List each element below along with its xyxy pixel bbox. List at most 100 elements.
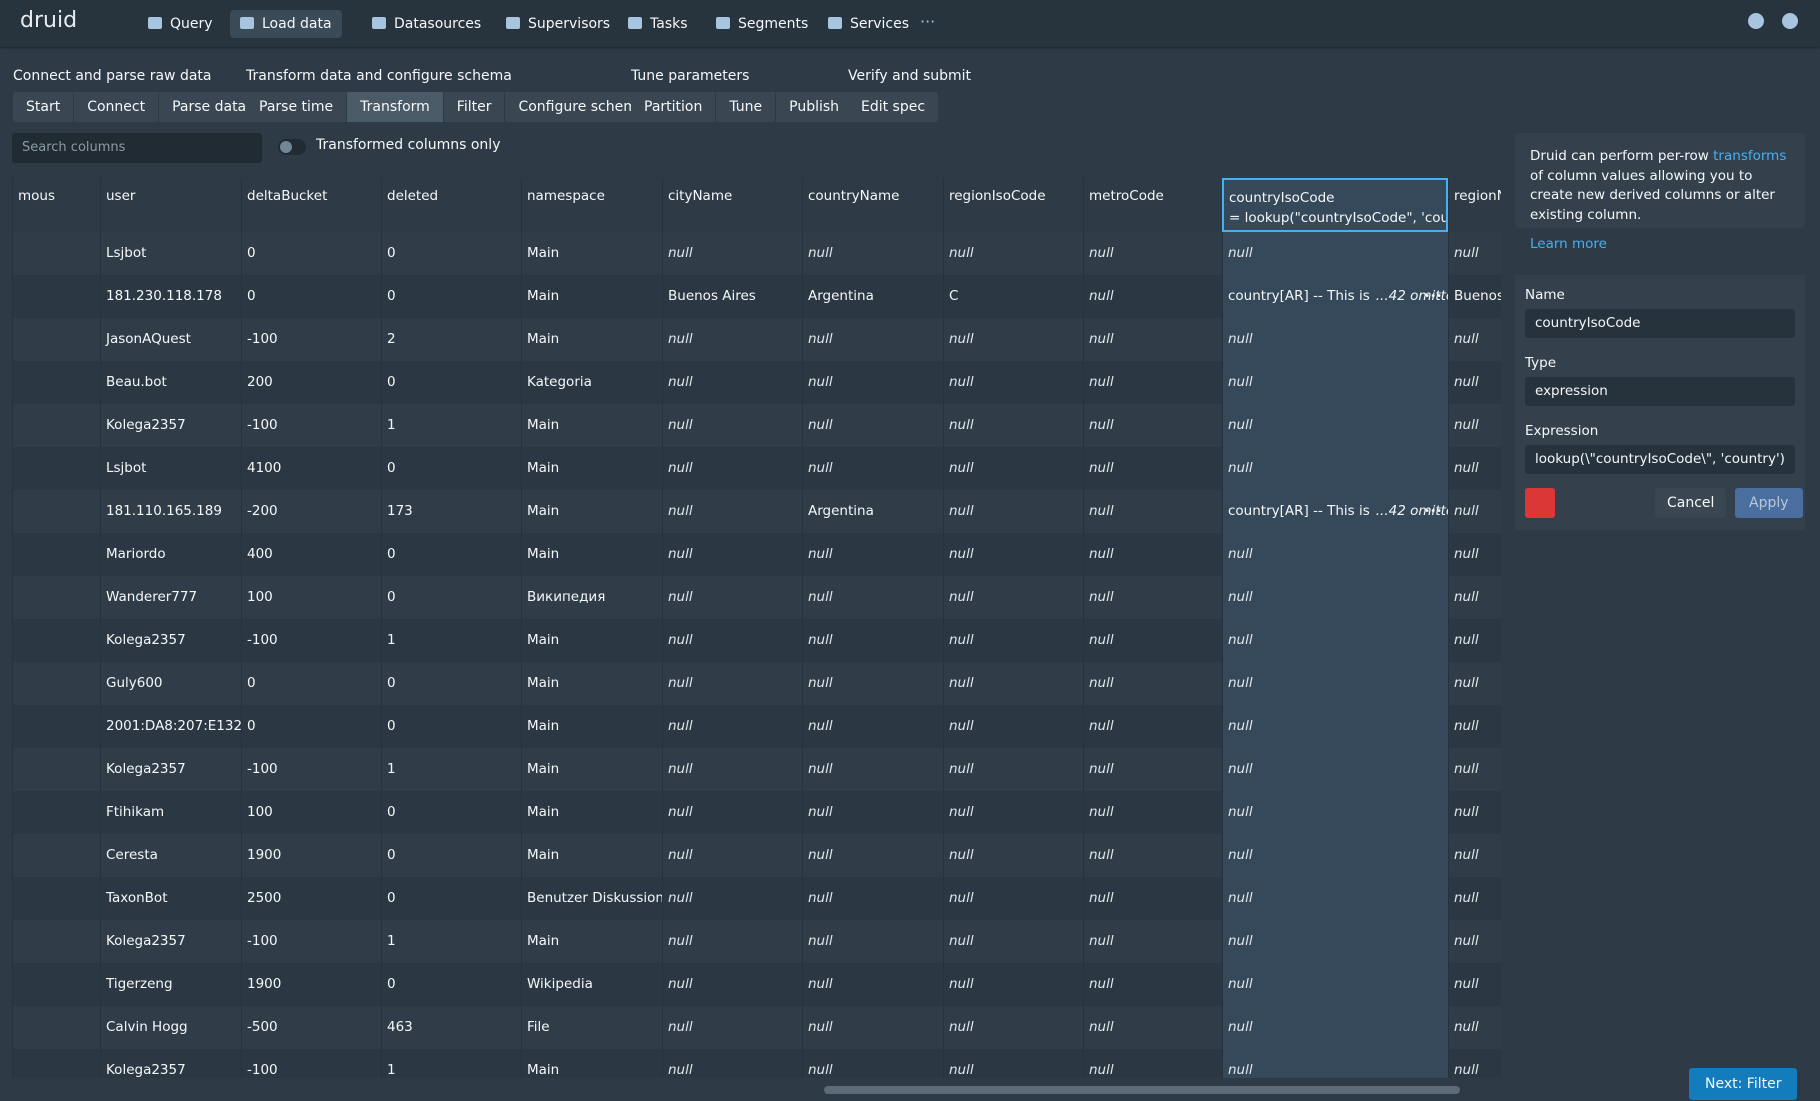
table-cell: Main (521, 490, 662, 533)
table-cell: null (1083, 361, 1222, 404)
table-cell: Main (521, 404, 662, 447)
toggle-label[interactable]: Transformed columns only (316, 137, 501, 153)
table-cell: Википедия (521, 576, 662, 619)
table-cell: 1 (381, 404, 521, 447)
toggle[interactable] (278, 139, 306, 155)
table-cell (12, 705, 100, 748)
nav-item[interactable]: Supervisors (496, 10, 620, 38)
table-cell: null (943, 748, 1083, 791)
expression-input[interactable]: lookup(\"countryIsoCode\", 'country') (1525, 445, 1795, 474)
more-icon[interactable]: ··· (920, 12, 936, 31)
settings-icon[interactable] (1748, 13, 1764, 29)
type-select[interactable]: expression (1525, 377, 1795, 406)
nav-item[interactable]: Services (818, 10, 919, 38)
table-cell: 0 (381, 361, 521, 404)
table-cell: country[AR] -- This is ...42 omitte... (1222, 275, 1448, 318)
info-panel: Druid can perform per-row transforms of … (1515, 133, 1805, 252)
table-cell: 2 (381, 318, 521, 361)
table-cell: -200 (241, 490, 381, 533)
table-cell: null (802, 361, 943, 404)
step-button[interactable]: Transform (347, 92, 444, 122)
step-button[interactable]: Tune (716, 92, 777, 122)
cancel-button[interactable]: Cancel (1655, 488, 1727, 518)
nav-item[interactable]: Load data (230, 10, 342, 38)
column-header[interactable]: metroCode (1083, 178, 1222, 232)
table-cell: Main (521, 834, 662, 877)
help-icon[interactable] (1782, 13, 1798, 29)
table-cell: -100 (241, 619, 381, 662)
column-header[interactable]: deltaBucket (241, 178, 381, 232)
table-cell: null (1083, 318, 1222, 361)
table-cell (12, 576, 100, 619)
table-cell: null (1083, 877, 1222, 920)
column-header[interactable]: mous (12, 178, 100, 232)
step-button[interactable]: Start (13, 92, 75, 122)
table-cell: null (802, 404, 943, 447)
table-cell: null (1448, 1006, 1501, 1049)
name-input[interactable]: countryIsoCode (1525, 309, 1795, 338)
nav-item[interactable]: Segments (706, 10, 818, 38)
step-button[interactable]: Configure schema (518, 99, 646, 115)
table-cell: null (662, 791, 802, 834)
table-cell: null (802, 232, 943, 275)
table-cell: 0 (381, 576, 521, 619)
step-button[interactable]: Filter (444, 92, 506, 122)
table-cell: 0 (241, 705, 381, 748)
table-cell: null (1083, 963, 1222, 1006)
nav-item[interactable]: Datasources (362, 10, 491, 38)
column-header[interactable]: deleted (381, 178, 521, 232)
expression-label: Expression (1525, 423, 1599, 439)
next-button[interactable]: Next: Filter (1689, 1068, 1798, 1100)
table-cell: Main (521, 1049, 662, 1078)
table-cell: 463 (381, 1006, 521, 1049)
column-header[interactable]: countryName (802, 178, 943, 232)
step-label: Verify and submit (848, 68, 972, 84)
column-header[interactable]: cityName (662, 178, 802, 232)
step-button[interactable]: Connect (74, 92, 160, 122)
table-cell: Kategoria (521, 361, 662, 404)
table-cell: null (1083, 404, 1222, 447)
step-button[interactable]: Publish (789, 99, 840, 115)
scrollbar[interactable] (824, 1086, 1460, 1094)
table-cell: 0 (381, 705, 521, 748)
table-cell: Main (521, 318, 662, 361)
table-cell: null (943, 318, 1083, 361)
delete-button[interactable] (1525, 488, 1555, 518)
nav-item[interactable]: Query (138, 10, 223, 38)
table-cell: Wanderer777 (100, 576, 241, 619)
table-cell: null (1222, 791, 1448, 834)
column-header[interactable]: user (100, 178, 241, 232)
step-button[interactable]: Partition (631, 92, 717, 122)
cell-text: country[AR] -- This is (1228, 288, 1370, 304)
column-header[interactable]: regionIsoCode (943, 178, 1083, 232)
step-button[interactable]: Parse time (246, 92, 348, 122)
nav-item[interactable]: Tasks (618, 10, 698, 38)
table-cell (12, 791, 100, 834)
column-header[interactable]: regionN (1448, 178, 1501, 232)
table-cell (12, 877, 100, 920)
table-cell: null (943, 576, 1083, 619)
info-text: of column values allowing you to create … (1530, 167, 1775, 223)
transforms-link[interactable]: transforms (1713, 148, 1787, 164)
table-row: 181.230.118.178 0 0 Main Buenos Aires Argenti… (12, 275, 1501, 318)
table-cell: null (943, 361, 1083, 404)
table-row: Kolega2357 -100 1 Main null null null null null n… (12, 1049, 1501, 1078)
step-button[interactable]: Parse data (172, 99, 247, 115)
table-cell: null (802, 963, 943, 1006)
brand[interactable]: druid (20, 8, 78, 33)
table-cell: null (943, 662, 1083, 705)
step-label: Connect and parse raw data (13, 68, 212, 84)
table-cell: 0 (381, 232, 521, 275)
search-columns[interactable]: Search columns (12, 133, 262, 163)
header-row: mous user deltaBucket deleted namespace cityN… (12, 178, 1501, 232)
table-cell (12, 318, 100, 361)
table-cell: null (802, 576, 943, 619)
step-button[interactable]: Edit spec (861, 99, 926, 115)
table-cell: null (1083, 619, 1222, 662)
table-cell (12, 275, 100, 318)
column-header[interactable]: namespace (521, 178, 662, 232)
apply-button[interactable]: Apply (1735, 488, 1803, 518)
table-cell: null (943, 533, 1083, 576)
column-header[interactable]: countryIsoCode = lookup("countryIsoCode",… (1222, 178, 1448, 232)
learn-more-link[interactable]: Learn more (1530, 236, 1607, 252)
